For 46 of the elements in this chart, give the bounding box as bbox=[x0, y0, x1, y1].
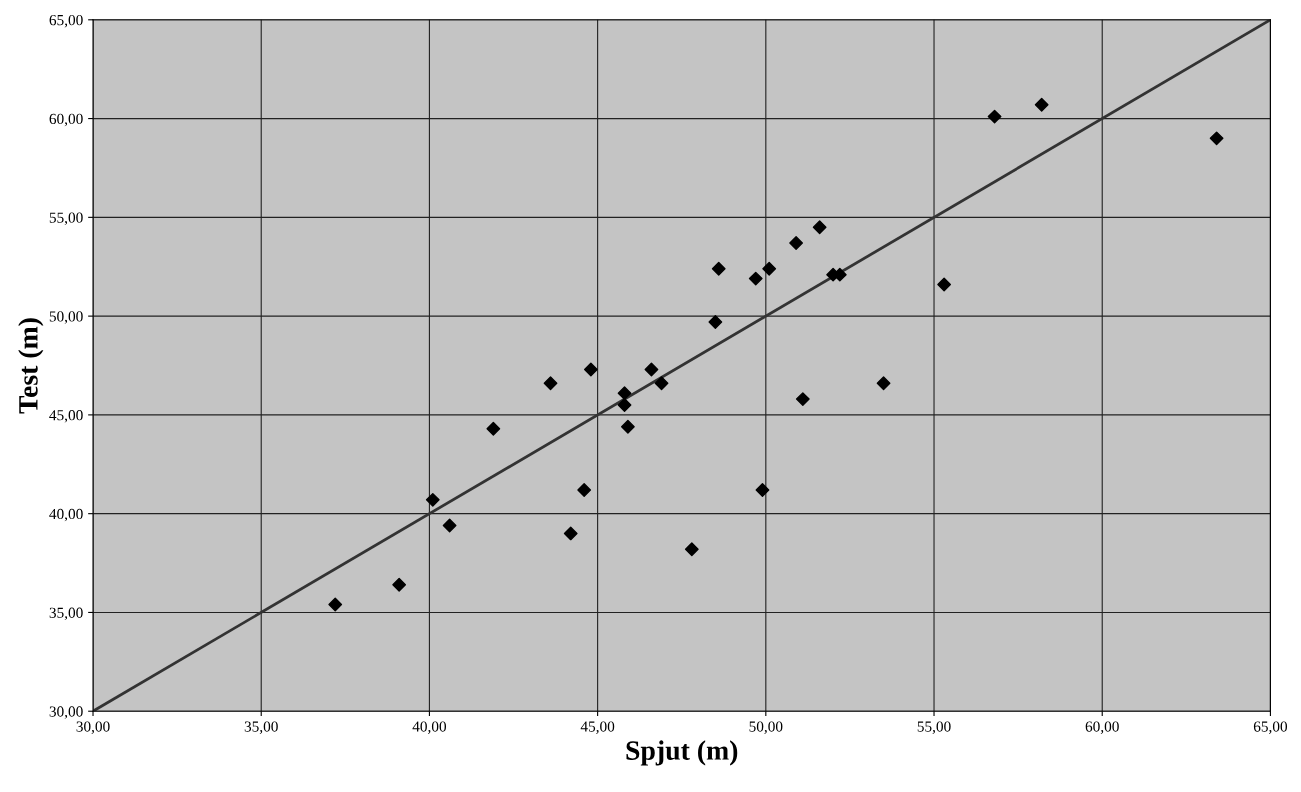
x-axis-title: Spjut (m) bbox=[626, 740, 738, 766]
y-tick-label: 65,00 bbox=[49, 14, 83, 28]
point bbox=[755, 483, 770, 497]
point bbox=[654, 376, 669, 391]
point bbox=[620, 419, 635, 434]
x-tick-label: 65,00 bbox=[1253, 721, 1288, 734]
point bbox=[583, 362, 598, 377]
point bbox=[644, 362, 659, 377]
point bbox=[876, 376, 891, 391]
point bbox=[748, 271, 763, 286]
point bbox=[987, 109, 1002, 124]
x-tick-label: 30,00 bbox=[76, 721, 110, 734]
point bbox=[684, 542, 699, 557]
point bbox=[486, 421, 501, 436]
x-tick-label: 55,00 bbox=[917, 721, 951, 734]
point bbox=[543, 376, 558, 391]
point bbox=[425, 492, 440, 507]
point bbox=[762, 261, 777, 276]
point bbox=[563, 526, 578, 541]
y-axis-title: Test (m) bbox=[18, 318, 44, 414]
point bbox=[795, 392, 810, 406]
y-tick-label: 45,00 bbox=[49, 410, 83, 423]
x-tick-label: 50,00 bbox=[749, 721, 783, 734]
point bbox=[328, 597, 343, 612]
x-tick-label: 40,00 bbox=[412, 721, 447, 734]
y-tick-label: 55,00 bbox=[49, 212, 83, 225]
point bbox=[442, 518, 457, 533]
point bbox=[1034, 97, 1049, 112]
point bbox=[1209, 131, 1224, 146]
point bbox=[789, 236, 804, 250]
x-tick-label: 45,00 bbox=[580, 721, 615, 734]
x-tick-label: 35,00 bbox=[244, 721, 278, 734]
point bbox=[617, 398, 632, 412]
y-tick-label: 40,00 bbox=[49, 508, 83, 522]
point bbox=[937, 277, 952, 292]
point bbox=[711, 261, 726, 276]
point bbox=[617, 386, 632, 401]
x-tick-label: 60,00 bbox=[1085, 721, 1119, 734]
point bbox=[577, 483, 592, 497]
y-tick-label: 60,00 bbox=[49, 113, 83, 127]
point bbox=[392, 577, 407, 592]
y-tick-label: 30,00 bbox=[49, 706, 83, 719]
y-tick-label: 35,00 bbox=[49, 607, 83, 621]
point bbox=[812, 220, 827, 235]
point bbox=[708, 315, 723, 329]
y-tick-label: 50,00 bbox=[49, 311, 83, 324]
